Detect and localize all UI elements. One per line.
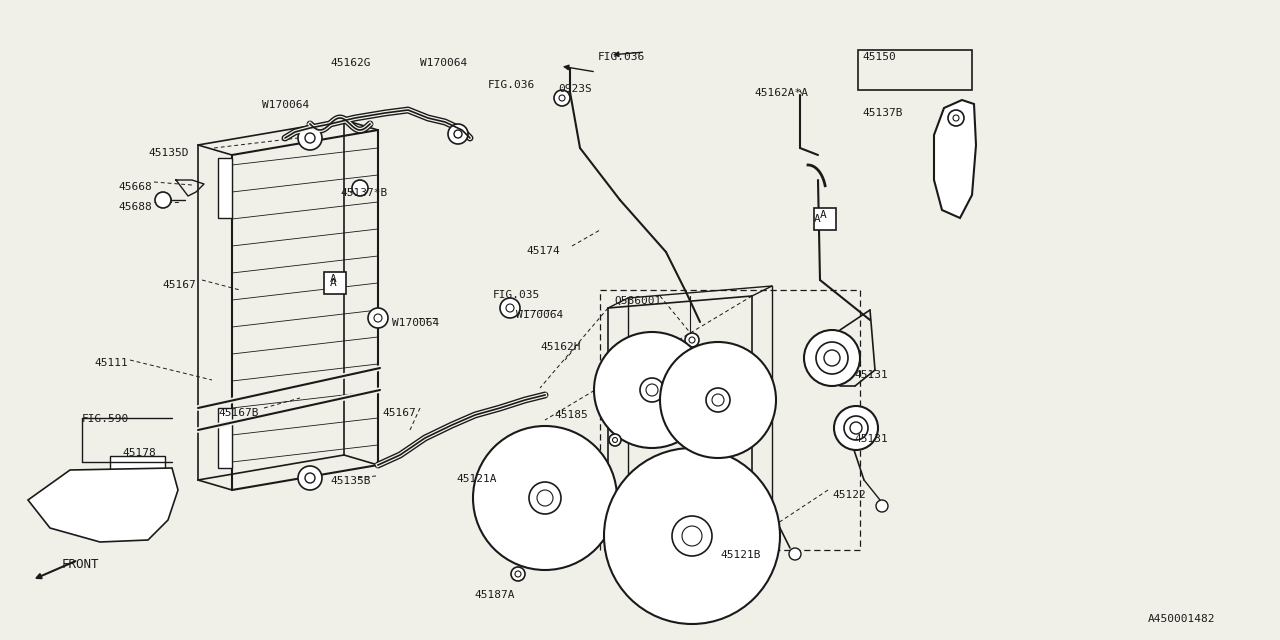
Circle shape — [824, 350, 840, 366]
Text: 45150: 45150 — [861, 52, 896, 62]
Bar — [218, 158, 232, 218]
Text: W170064: W170064 — [420, 58, 467, 68]
Text: A: A — [820, 210, 827, 220]
Circle shape — [844, 416, 868, 440]
Text: W170064: W170064 — [392, 318, 439, 328]
Text: A: A — [814, 214, 820, 224]
Circle shape — [954, 115, 959, 121]
Text: W170064: W170064 — [262, 100, 310, 110]
Circle shape — [511, 567, 525, 581]
Circle shape — [835, 406, 878, 450]
Text: FIG.036: FIG.036 — [598, 52, 645, 62]
Bar — [218, 408, 232, 468]
Circle shape — [559, 95, 564, 101]
Circle shape — [804, 330, 860, 386]
Circle shape — [474, 426, 617, 570]
Circle shape — [594, 332, 710, 448]
Text: 45187A: 45187A — [474, 590, 515, 600]
Circle shape — [788, 548, 801, 560]
Text: A: A — [330, 278, 337, 288]
Text: 45131: 45131 — [854, 434, 888, 444]
Text: 45122: 45122 — [832, 490, 865, 500]
Circle shape — [604, 448, 780, 624]
Circle shape — [374, 314, 381, 322]
Circle shape — [159, 194, 172, 206]
Bar — [600, 290, 860, 550]
Text: 45131: 45131 — [854, 370, 888, 380]
Text: 0923S: 0923S — [558, 84, 591, 94]
Circle shape — [689, 337, 695, 343]
Circle shape — [554, 90, 570, 106]
Circle shape — [529, 482, 561, 514]
Bar — [814, 208, 836, 230]
Circle shape — [646, 384, 658, 396]
Text: FRONT: FRONT — [61, 558, 100, 571]
Circle shape — [876, 500, 888, 512]
Text: 45111: 45111 — [93, 358, 128, 368]
Text: W170064: W170064 — [516, 310, 563, 320]
Circle shape — [500, 298, 520, 318]
Bar — [110, 456, 165, 494]
Text: 45174: 45174 — [526, 246, 559, 256]
Text: A: A — [330, 274, 337, 284]
Polygon shape — [934, 100, 977, 218]
Text: 45121B: 45121B — [719, 550, 760, 560]
Text: 45137B: 45137B — [861, 108, 902, 118]
Circle shape — [712, 394, 724, 406]
Text: 45162H: 45162H — [540, 342, 581, 352]
Circle shape — [613, 438, 617, 442]
Circle shape — [298, 126, 323, 150]
Text: 45162A*A: 45162A*A — [754, 88, 808, 98]
Circle shape — [538, 490, 553, 506]
Circle shape — [506, 304, 515, 312]
Circle shape — [454, 130, 462, 138]
Text: 45167: 45167 — [381, 408, 416, 418]
Circle shape — [850, 422, 861, 434]
Text: 45135B: 45135B — [330, 476, 370, 486]
Circle shape — [298, 466, 323, 490]
Text: Q586001: Q586001 — [614, 296, 662, 306]
Bar — [858, 50, 972, 90]
Circle shape — [305, 133, 315, 143]
Circle shape — [352, 180, 369, 196]
Text: 45167B: 45167B — [218, 408, 259, 418]
Circle shape — [685, 333, 699, 347]
Text: 45668: 45668 — [118, 182, 152, 192]
Circle shape — [707, 388, 730, 412]
Text: 45178: 45178 — [122, 448, 156, 458]
Text: FIG.035: FIG.035 — [493, 290, 540, 300]
Text: FIG.590: FIG.590 — [82, 414, 129, 424]
Circle shape — [369, 308, 388, 328]
Circle shape — [682, 526, 701, 546]
Text: FIG.036: FIG.036 — [488, 80, 535, 90]
Circle shape — [948, 110, 964, 126]
Text: 45137*B: 45137*B — [340, 188, 388, 198]
Circle shape — [609, 434, 621, 446]
Circle shape — [515, 571, 521, 577]
Circle shape — [155, 192, 172, 208]
Text: 45167: 45167 — [163, 280, 196, 290]
Text: 45135D: 45135D — [148, 148, 188, 158]
Circle shape — [817, 342, 849, 374]
Circle shape — [305, 473, 315, 483]
Circle shape — [672, 516, 712, 556]
Bar — [324, 272, 346, 294]
Polygon shape — [28, 468, 178, 542]
Text: 45688: 45688 — [118, 202, 152, 212]
Circle shape — [640, 378, 664, 402]
Text: A450001482: A450001482 — [1148, 614, 1216, 624]
Circle shape — [448, 124, 468, 144]
Text: 45185: 45185 — [554, 410, 588, 420]
Text: 45162G: 45162G — [330, 58, 370, 68]
Text: 45121A: 45121A — [456, 474, 497, 484]
Circle shape — [660, 342, 776, 458]
